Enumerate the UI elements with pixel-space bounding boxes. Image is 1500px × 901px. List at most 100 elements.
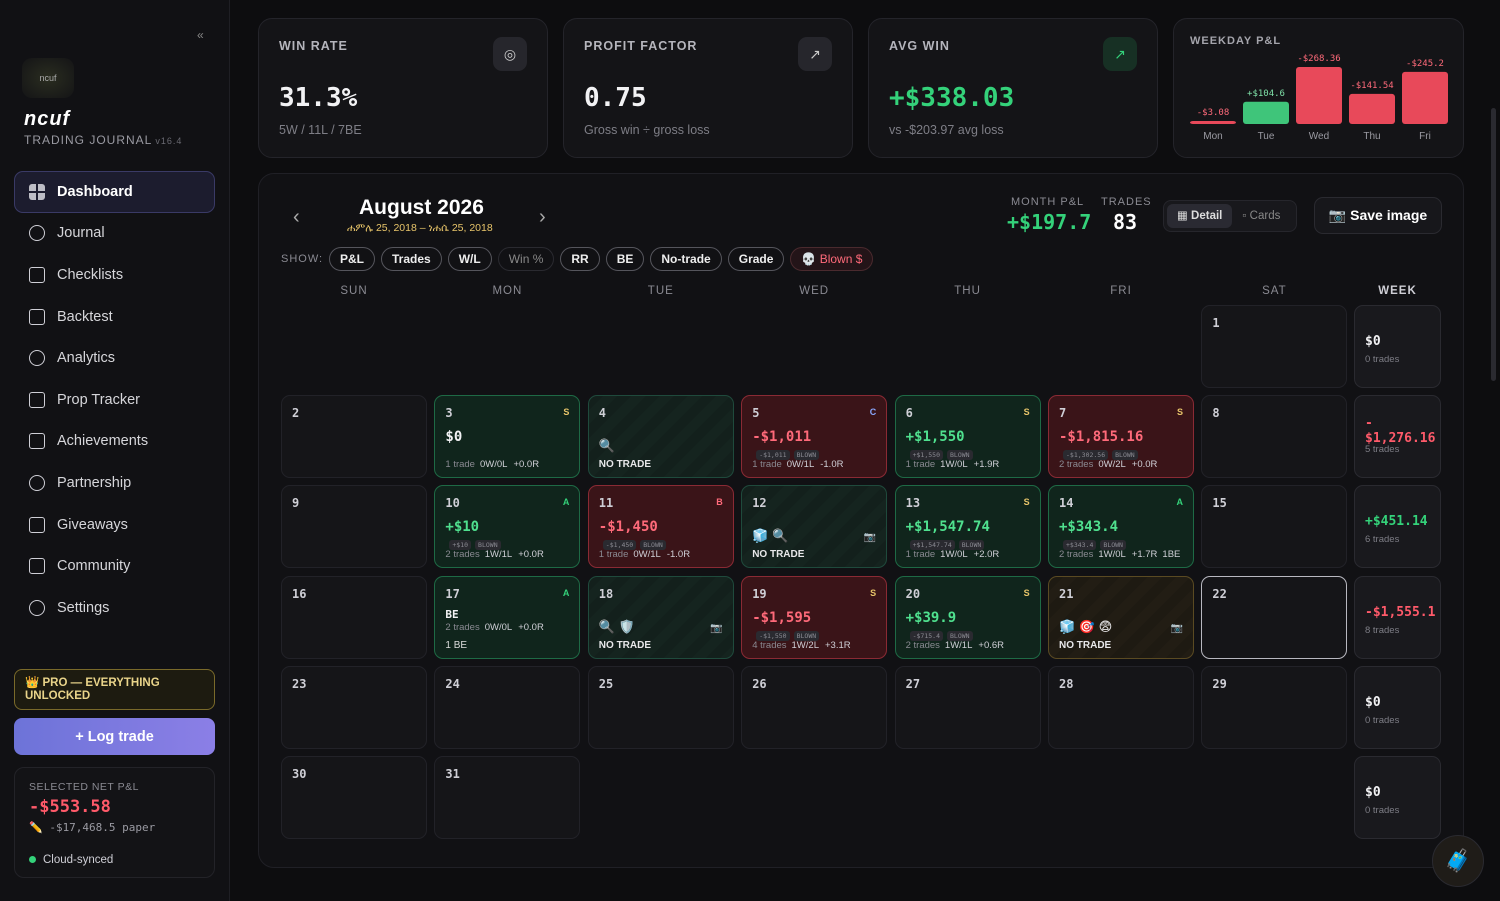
calendar-day-7[interactable]: 7 S -$1,815.16 -$1,302.56 BLOWN 2 trades 0W/2L… [1048, 395, 1194, 479]
calendar-day-19[interactable]: 19 S -$1,595 -$1,550 BLOWN 4 trades 1W/2L +3.1R [741, 575, 888, 659]
calendar-day-24[interactable]: 24 [434, 665, 581, 749]
handshake-icon [29, 474, 45, 491]
calendar-day-27[interactable]: 27 [894, 665, 1041, 749]
filter-chip-0[interactable]: P&L [329, 247, 375, 271]
sidebar-item-giveaways[interactable]: Giveaways [14, 504, 215, 546]
calendar-day-5[interactable]: 5 C -$1,011 -$1,011 BLOWN 1 trade 0W/1L -1.0R [741, 395, 888, 479]
calendar-day-12[interactable]: 12 🧊 🔍 NO TRADE 📷 [741, 485, 888, 569]
calendar-day-21[interactable]: 21 🧊 🎯 😨 NO TRADE 📷 [1048, 575, 1194, 659]
calendar-day-4[interactable]: 4 🔍 NO TRADE [587, 395, 734, 479]
weekday-axis-label: Wed [1309, 131, 1329, 142]
win-loss: 1W/0L [940, 549, 968, 561]
calendar-day-2[interactable]: 2 [281, 395, 427, 479]
day-number: 31 [445, 767, 460, 781]
day-header-mon: MON [492, 285, 523, 297]
grade-badge: S [1176, 407, 1183, 418]
assistant-avatar[interactable]: 🧳 [1432, 835, 1484, 887]
day-header-wed: WED [799, 285, 830, 297]
calendar-day-30[interactable]: 30 [281, 756, 427, 839]
sidebar-item-prop-tracker[interactable]: Prop Tracker [14, 379, 215, 421]
filter-chip-3[interactable]: Win % [497, 247, 555, 271]
sidebar-item-settings[interactable]: Settings [14, 587, 215, 629]
filter-chip-8[interactable]: 💀 Blown $ [790, 247, 874, 271]
scrollbar[interactable] [1491, 108, 1496, 381]
gross-pnl: +$1,547.74 BLOWN [906, 539, 985, 551]
ethiopian-date-range: ሐምሌ 25, 2018 – ነሐሴ 25, 2018 [347, 222, 493, 234]
calendar-day-22[interactable]: 22 [1201, 575, 1348, 659]
calendar-day-1[interactable]: 1 [1201, 305, 1348, 388]
stat-card: WIN RATE 31.3% 5W / 11L / 7BE ◎ [258, 18, 548, 158]
filter-chip-4[interactable]: RR [560, 247, 600, 271]
calendar-day-14[interactable]: 14 A +$343.4 +$343.4 BLOWN 2 trades 1W/0L +1.7R… [1048, 485, 1194, 569]
calendar-day-13[interactable]: 13 S +$1,547.74 +$1,547.74 BLOWN 1 trade 1W/0L… [894, 485, 1041, 569]
weekday-axis-label: Mon [1203, 131, 1222, 142]
calendar-day-10[interactable]: 10 A +$10 +$10 BLOWN 2 trades 1W/1L +0.0R [434, 485, 581, 569]
day-number: 3 [445, 406, 453, 421]
filter-chip-1[interactable]: Trades [381, 247, 442, 271]
day-number: 28 [1059, 676, 1074, 691]
trade-count: 1 trade [752, 459, 782, 471]
sidebar-item-label: Backtest [57, 308, 113, 325]
calendar-day-16[interactable]: 16 [281, 575, 427, 659]
win-loss: 1W/2L [791, 639, 819, 651]
r-multiple: +0.0R [1131, 459, 1158, 471]
calendar-day-9[interactable]: 9 [281, 485, 427, 569]
grade-badge: A [562, 497, 570, 508]
calendar-day-29[interactable]: 29 [1201, 665, 1348, 749]
sidebar-item-journal[interactable]: Journal [14, 213, 215, 255]
prev-month-button[interactable]: ‹ [293, 206, 300, 228]
calendar-day-31[interactable]: 31 [434, 756, 581, 839]
trade-info: 2 trades 0W/2L +0.0R [1059, 459, 1157, 470]
filter-chip-5[interactable]: BE [605, 247, 645, 271]
view-cards-button[interactable]: ▫ Cards [1242, 210, 1281, 222]
filter-chip-6[interactable]: No-trade [650, 247, 722, 271]
target-icon: ◎ [493, 37, 527, 71]
day-pnl: -$1,450 [598, 519, 658, 536]
sidebar-item-checklists[interactable]: Checklists [14, 254, 215, 296]
calendar-day-18[interactable]: 18 🔍 🛡️ NO TRADE 📷 [587, 575, 734, 659]
day-number: 2 [292, 406, 300, 421]
filter-chip-7[interactable]: Grade [727, 247, 785, 271]
sidebar-item-dashboard[interactable]: Dashboard [14, 171, 215, 213]
weekday-value-label: -$268.36 [1297, 54, 1340, 64]
win-loss: 0W/0L [484, 621, 513, 633]
win-loss: 1W/1L [484, 549, 513, 561]
sidebar-item-partnership[interactable]: Partnership [14, 462, 215, 504]
r-multiple: +3.1R [824, 639, 851, 651]
day-number: 7 [1059, 406, 1067, 421]
calendar-day-8[interactable]: 8 [1201, 395, 1348, 479]
gross-value: +$10 [449, 540, 472, 551]
day-number: 26 [752, 676, 767, 691]
calendar-day-28[interactable]: 28 [1048, 665, 1194, 749]
save-image-button[interactable]: 📷 Save image [1314, 197, 1442, 234]
win-loss: 0W/1L [633, 549, 661, 561]
sidebar-item-backtest[interactable]: Backtest [14, 296, 215, 338]
sidebar-item-community[interactable]: Community [14, 545, 215, 587]
filter-chip-2[interactable]: W/L [447, 247, 492, 271]
book-icon [29, 225, 45, 242]
calendar-day-26[interactable]: 26 [741, 665, 888, 749]
r-multiple: +1.7R [1131, 549, 1158, 561]
calendar-day-23[interactable]: 23 [281, 665, 427, 749]
calendar-day-6[interactable]: 6 S +$1,550 +$1,550 BLOWN 1 trade 1W/0L +1.9R [894, 395, 1041, 479]
sidebar-item-analytics[interactable]: Analytics [14, 337, 215, 379]
win-loss: 1W/1L [944, 639, 973, 651]
calendar-day-15[interactable]: 15 [1201, 485, 1348, 569]
calendar-day-20[interactable]: 20 S +$39.9 -$715.4 BLOWN 2 trades 1W/1L +0.6R [894, 575, 1041, 659]
sidebar-item-achievements[interactable]: Achievements [14, 421, 215, 463]
month-pnl-label: MONTH P&L [1011, 196, 1085, 208]
trade-count: 2 trades [1059, 549, 1094, 561]
next-month-button[interactable]: › [539, 206, 546, 228]
calendar-day-3[interactable]: 3 S $0 1 trade 0W/0L +0.0R [434, 395, 581, 479]
collapse-sidebar-button[interactable]: « [197, 28, 204, 42]
calendar-day-11[interactable]: 11 B -$1,450 -$1,450 BLOWN 1 trade 0W/1L -1.0R [587, 485, 734, 569]
gear-icon [29, 599, 45, 616]
calendar-day-25[interactable]: 25 [587, 665, 734, 749]
stat-value: 0.75 [584, 83, 647, 113]
log-trade-button[interactable]: + Log trade [14, 718, 215, 755]
pro-badge: 👑 PRO — EVERYTHING UNLOCKED [14, 669, 215, 710]
calendar-day-17[interactable]: 17 A BE 2 trades 0W/0L +0.0R 1 BE [434, 575, 581, 659]
blown-tag: BLOWN [947, 450, 973, 461]
view-detail-button[interactable]: ▦ Detail [1167, 204, 1233, 228]
sidebar-nav: Dashboard Journal Checklists Backtest Analyt… [14, 171, 215, 629]
